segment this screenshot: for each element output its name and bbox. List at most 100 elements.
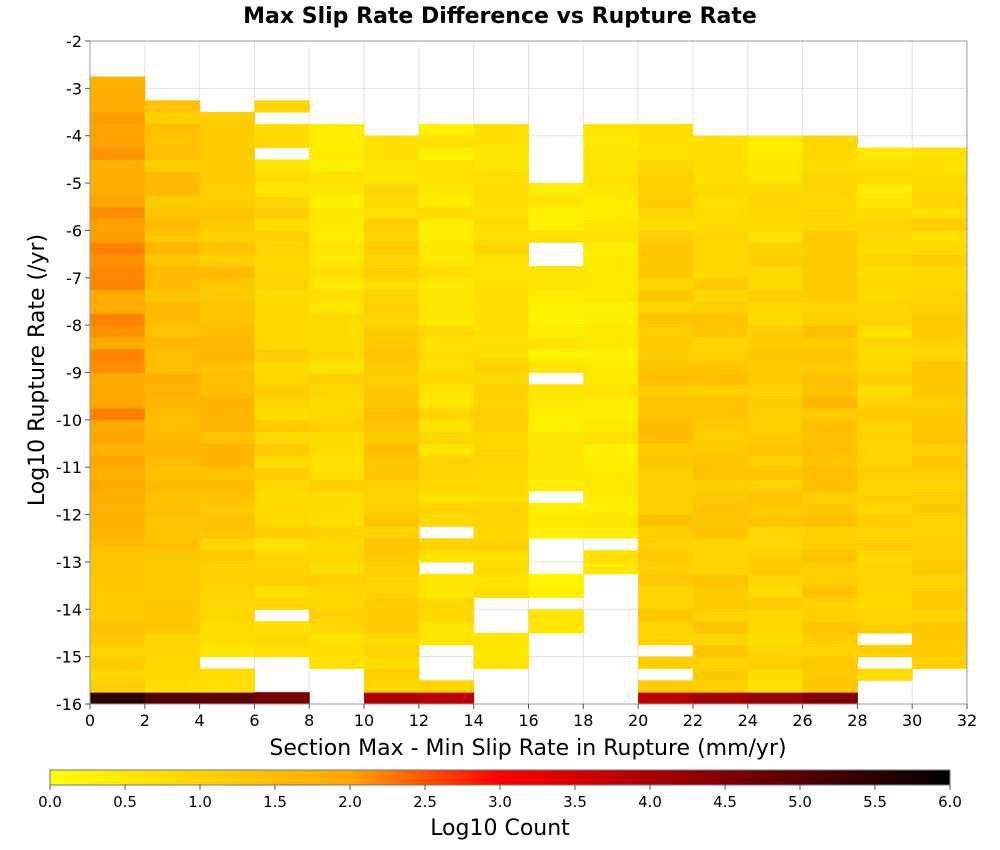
heatmap-cell <box>364 254 420 267</box>
heatmap-cell <box>144 609 201 622</box>
heatmap-cell <box>199 230 255 243</box>
heatmap-cell <box>857 573 913 587</box>
heatmap-cell <box>802 644 858 658</box>
heatmap-cell <box>364 621 420 634</box>
heatmap-cell <box>473 277 529 291</box>
heatmap-cell <box>912 538 968 551</box>
heatmap-cell <box>254 526 310 539</box>
heatmap-cell <box>638 277 694 291</box>
heatmap-cell <box>254 230 310 243</box>
heatmap-cell <box>638 313 694 326</box>
heatmap-cell <box>364 526 420 539</box>
colorbar <box>49 769 951 786</box>
heatmap-cell <box>418 538 475 551</box>
heatmap-cell <box>802 621 858 634</box>
y-tick-label: -2 <box>66 32 82 51</box>
heatmap-cell <box>90 538 146 551</box>
heatmap-cell <box>912 419 968 433</box>
heatmap-cell <box>912 372 968 385</box>
heatmap-cell <box>747 313 804 326</box>
heatmap-cell <box>473 194 529 208</box>
heatmap-cell <box>364 443 420 456</box>
heatmap-cell <box>802 289 858 302</box>
heatmap-cell <box>364 325 420 338</box>
heatmap-cell <box>254 348 310 362</box>
heatmap-cell <box>364 384 420 397</box>
x-tick-label: 24 <box>738 711 758 730</box>
heatmap-cell <box>309 242 365 255</box>
heatmap-cell <box>364 313 420 326</box>
y-tick-label: -6 <box>66 221 82 240</box>
heatmap-cell <box>144 538 201 551</box>
colorbar-ticks: 0.0 0.5 1.0 1.5 2.0 2.5 3.0 3.5 4.0 4.5 5.0 5.5 6.0 <box>38 785 962 811</box>
heatmap-cell <box>144 419 201 433</box>
heatmap-cell <box>583 467 639 480</box>
heatmap-cell <box>857 147 913 160</box>
heatmap-cell <box>802 218 858 231</box>
heatmap-cell <box>528 573 584 587</box>
heatmap-cell <box>199 526 255 539</box>
heatmap-cell <box>199 431 255 445</box>
heatmap-cell <box>802 408 858 421</box>
heatmap-cell <box>364 680 420 693</box>
heatmap-cell <box>802 372 858 385</box>
heatmap-cell <box>692 254 749 267</box>
heatmap-cell <box>364 419 420 433</box>
colorbar-tick-label: 5.0 <box>788 793 812 811</box>
heatmap-cell <box>199 680 255 693</box>
heatmap-cell <box>638 408 694 421</box>
heatmap-cell <box>418 277 475 291</box>
heatmap-cell <box>802 419 858 433</box>
heatmap-cell <box>418 514 475 527</box>
heatmap-cell <box>528 514 584 527</box>
heatmap-cell <box>309 265 365 279</box>
heatmap-cell <box>199 632 255 646</box>
heatmap-cell <box>364 171 420 184</box>
heatmap-cell <box>90 396 146 409</box>
heatmap-cell <box>309 455 365 468</box>
heatmap-cell <box>802 490 858 504</box>
heatmap-cell <box>473 123 529 137</box>
heatmap-cell <box>473 573 529 587</box>
heatmap-cell <box>583 230 639 243</box>
heatmap-cell <box>802 230 858 243</box>
heatmap-cell <box>364 218 420 231</box>
heatmap-cell <box>692 419 749 433</box>
heatmap-cell <box>857 490 913 504</box>
heatmap-cell <box>473 242 529 255</box>
heatmap-cell <box>364 514 420 527</box>
heatmap-cell <box>144 632 201 646</box>
heatmap-cell <box>802 550 858 563</box>
heatmap-cell <box>90 194 146 208</box>
heatmap-cell <box>199 336 255 350</box>
heatmap-cell <box>692 218 749 231</box>
heatmap-cell <box>309 123 365 137</box>
heatmap-cell <box>638 538 694 551</box>
heatmap-cell <box>254 621 310 634</box>
heatmap-cell <box>90 609 146 622</box>
heatmap-cell <box>912 408 968 421</box>
heatmap-cell <box>364 502 420 516</box>
heatmap-cell <box>802 668 858 681</box>
heatmap-cell <box>309 609 365 622</box>
heatmap-cell <box>473 336 529 350</box>
heatmap-cell <box>473 384 529 397</box>
heatmap-cell <box>912 455 968 468</box>
heatmap-cell <box>802 265 858 279</box>
heatmap-cell <box>692 183 749 196</box>
heatmap-cell <box>473 526 529 539</box>
heatmap-cell <box>309 159 365 172</box>
heatmap-cell <box>583 490 639 504</box>
heatmap-cell <box>583 218 639 231</box>
heatmap-cell <box>90 277 146 291</box>
heatmap-cell <box>309 561 365 575</box>
heatmap-cell <box>583 123 639 137</box>
heatmap-cell <box>199 455 255 468</box>
heatmap-cell <box>418 325 475 338</box>
heatmap-cell <box>692 289 749 302</box>
colorbar-tick-label: 4.0 <box>638 793 662 811</box>
heatmap-cell <box>473 206 529 220</box>
heatmap-cell <box>857 526 913 539</box>
heatmap-cell <box>144 396 201 409</box>
heatmap-cell <box>418 360 475 373</box>
